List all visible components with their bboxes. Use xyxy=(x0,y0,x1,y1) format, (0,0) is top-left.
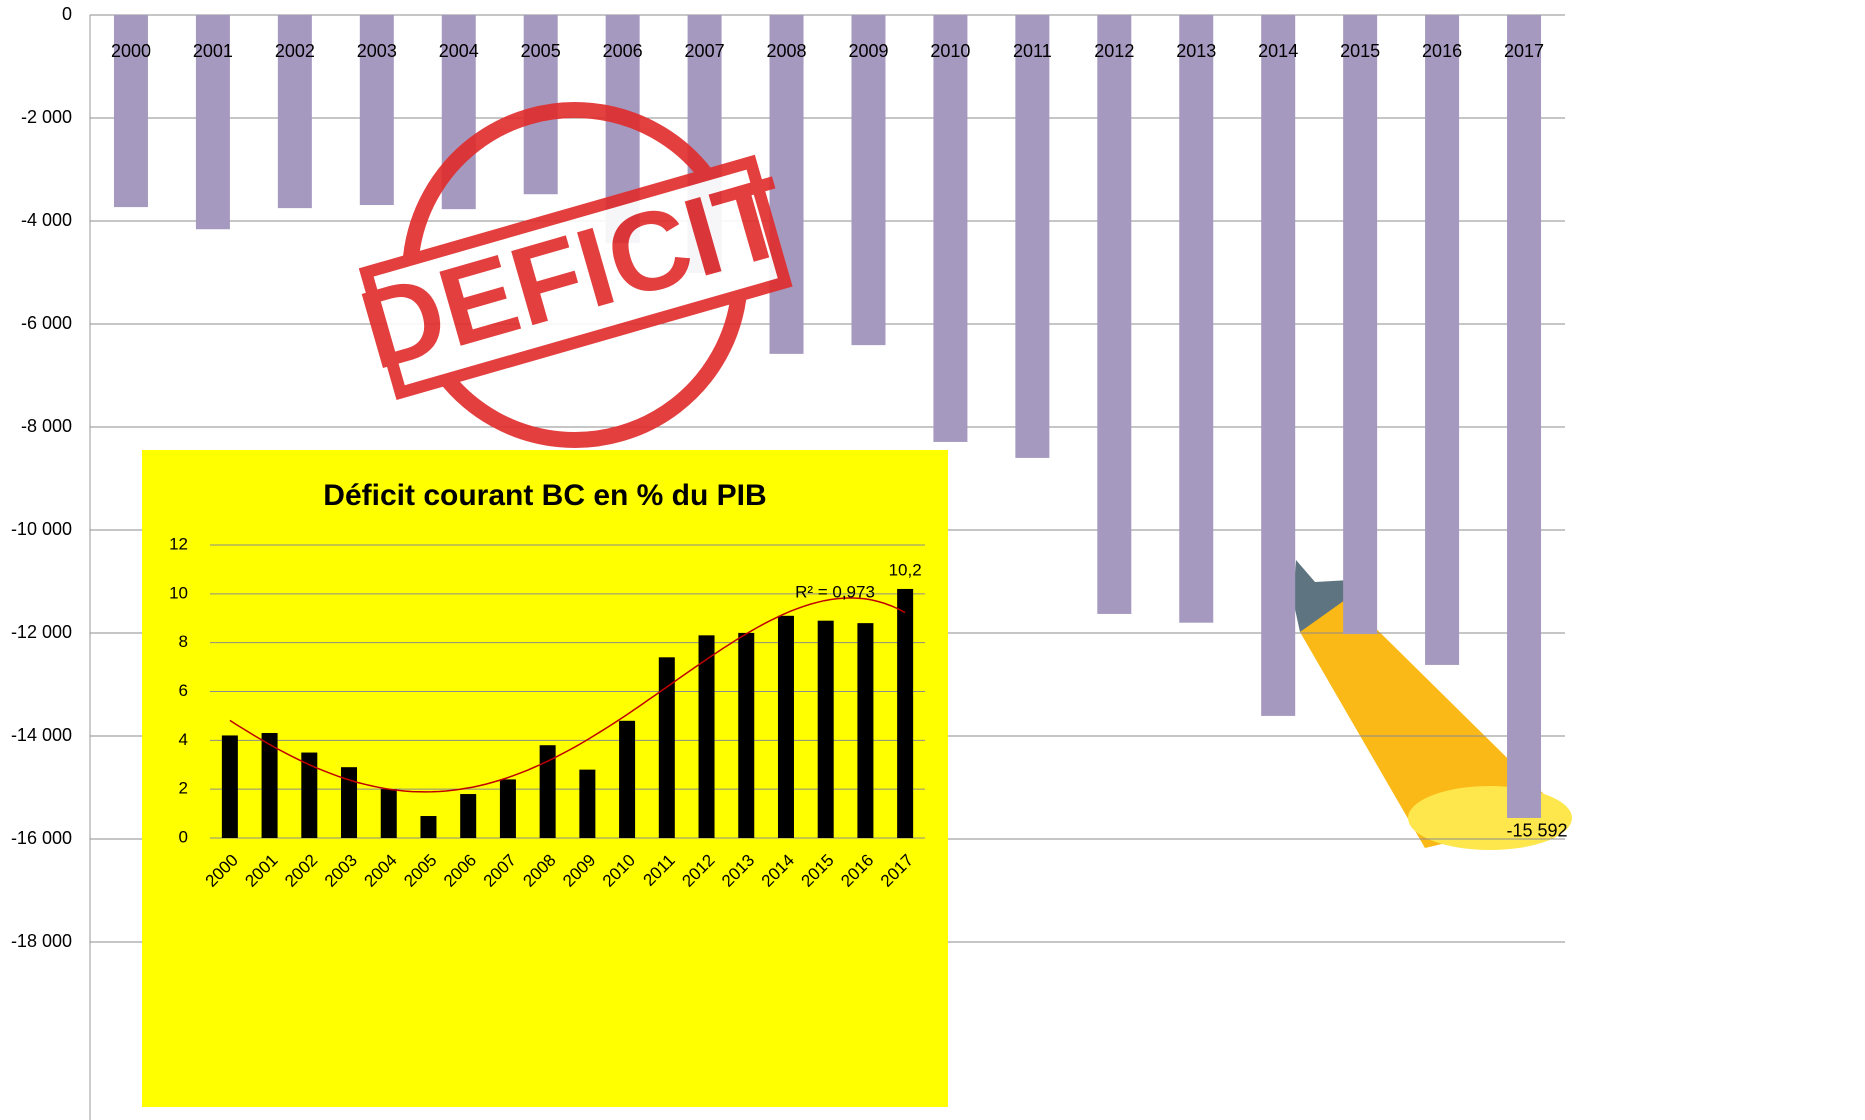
bar xyxy=(460,794,476,838)
bar xyxy=(897,589,913,838)
x-tick-label: 2007 xyxy=(685,41,725,61)
bar xyxy=(1097,15,1131,614)
x-tick-label: 2015 xyxy=(1340,41,1380,61)
bar xyxy=(619,721,635,838)
y-tick-label: -14 000 xyxy=(11,725,72,745)
x-tick-label: 2001 xyxy=(193,41,233,61)
trendline-label: R² = 0,973 xyxy=(795,582,875,601)
x-tick-label: 2010 xyxy=(930,41,970,61)
x-tick-label: 2003 xyxy=(357,41,397,61)
x-tick-label: 2009 xyxy=(848,41,888,61)
x-tick-label: 2000 xyxy=(111,41,151,61)
bar xyxy=(1179,15,1213,623)
y-tick-label: 4 xyxy=(179,730,188,749)
x-tick-label: 2004 xyxy=(439,41,479,61)
bar xyxy=(1425,15,1459,665)
y-tick-label: -8 000 xyxy=(21,416,72,436)
y-tick-label: -2 000 xyxy=(21,107,72,127)
bar xyxy=(579,770,595,838)
inset-chart: Déficit courant BC en % du PIB0246810122… xyxy=(142,450,948,1107)
x-tick-label: 2017 xyxy=(1504,41,1544,61)
bar xyxy=(1343,15,1377,634)
bar xyxy=(699,635,715,838)
bar xyxy=(1261,15,1295,716)
data-label: -15 592 xyxy=(1506,821,1567,841)
y-tick-label: 8 xyxy=(179,632,188,651)
bar xyxy=(933,15,967,442)
bar xyxy=(818,621,834,838)
y-tick-label: 2 xyxy=(179,779,188,798)
y-tick-label: 12 xyxy=(169,534,188,553)
bar xyxy=(1507,15,1541,818)
data-label: 10,2 xyxy=(889,560,922,579)
y-tick-label: -4 000 xyxy=(21,210,72,230)
bar xyxy=(778,616,794,838)
chart: 0 -2 000 -4 000 -6 000 -8 000 -10 000 -12 000 -… xyxy=(0,0,1865,1120)
chart-title: Déficit courant BC en % du PIB xyxy=(323,479,766,512)
bar xyxy=(738,633,754,838)
y-tick-label: 0 xyxy=(62,4,72,24)
y-tick-label: -12 000 xyxy=(11,622,72,642)
y-tick-label: 6 xyxy=(179,681,188,700)
y-tick-label: -6 000 xyxy=(21,313,72,333)
x-tick-label: 2016 xyxy=(1422,41,1462,61)
bar xyxy=(659,657,675,838)
y-tick-label: -16 000 xyxy=(11,828,72,848)
bar xyxy=(420,816,436,838)
y-tick-label: 10 xyxy=(169,583,188,602)
page: 0 -2 000 -4 000 -6 000 -8 000 -10 000 -12 000 -… xyxy=(0,0,1865,1120)
y-tick-label: -10 000 xyxy=(11,519,72,539)
stamp-text: DEFICIT xyxy=(348,153,801,393)
x-tick-label: 2014 xyxy=(1258,41,1298,61)
y-tick-label: -18 000 xyxy=(11,931,72,951)
x-tick-label: 2005 xyxy=(521,41,561,61)
x-tick-label: 2012 xyxy=(1094,41,1134,61)
deficit-stamp: DEFICIT xyxy=(320,56,830,493)
x-tick-label: 2006 xyxy=(603,41,643,61)
bar xyxy=(857,623,873,838)
x-tick-label: 2013 xyxy=(1176,41,1216,61)
bar xyxy=(851,15,885,345)
x-tick-label: 2008 xyxy=(767,41,807,61)
bar xyxy=(500,779,516,838)
bar xyxy=(222,735,238,838)
bar xyxy=(262,733,278,838)
bar xyxy=(381,789,397,838)
x-tick-label: 2002 xyxy=(275,41,315,61)
bar xyxy=(1015,15,1049,458)
x-tick-label: 2011 xyxy=(1013,41,1052,61)
y-tick-label: 0 xyxy=(179,827,188,846)
